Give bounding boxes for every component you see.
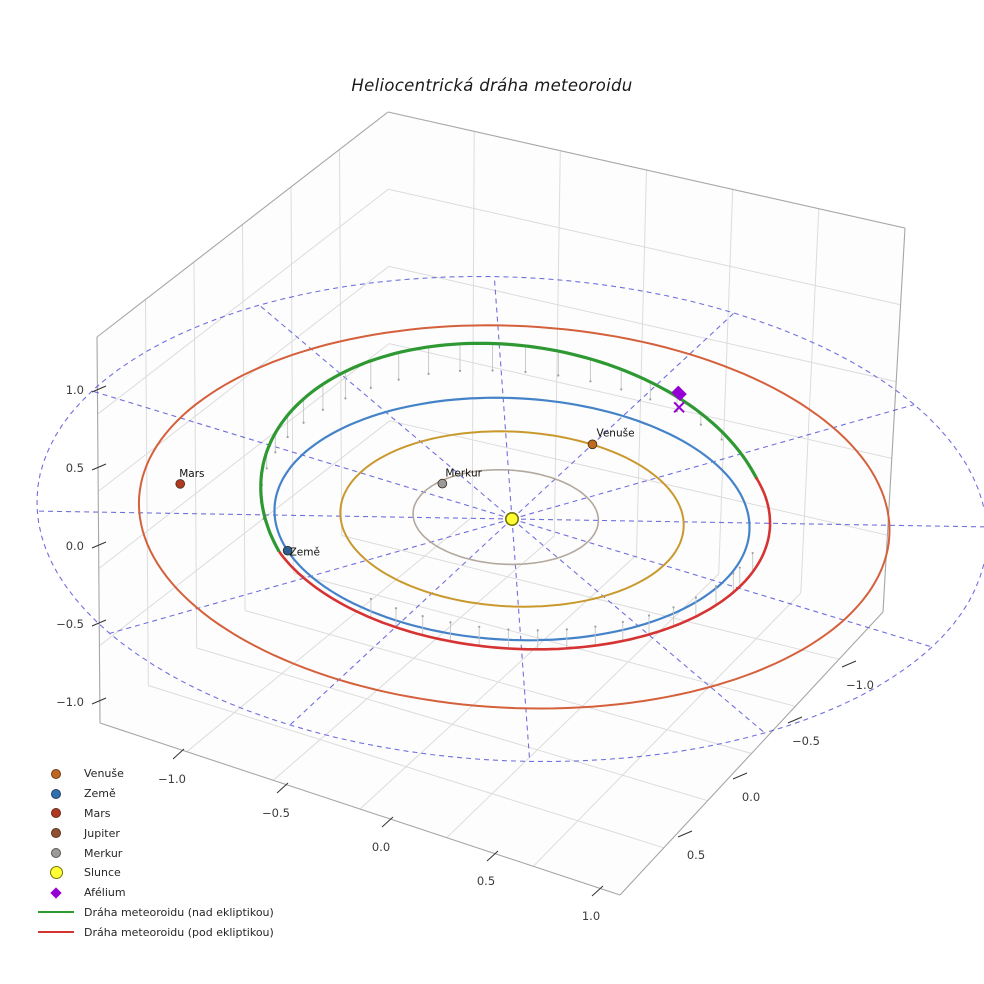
legend-label: Země — [84, 787, 116, 801]
planet-label-mars: Mars — [179, 468, 204, 480]
z-tick-label: 1.0 — [66, 383, 84, 397]
orbit-venuše — [339, 430, 685, 608]
x-tick-label: −0.5 — [262, 806, 290, 820]
legend: Venuše Země Mars Jupiter Merkur Slunce Afélium… — [36, 764, 274, 942]
meteoroid-path-below — [277, 549, 735, 651]
legend-diamond-icon — [50, 887, 62, 899]
z-tick-label: −0.5 — [56, 617, 84, 631]
legend-dot-icon — [51, 828, 61, 839]
orbit-země — [273, 396, 751, 642]
y-tick-label: −1.0 — [846, 678, 874, 692]
legend-sun-icon — [49, 866, 63, 880]
legend-label: Dráha meteoroidu (pod ekliptikou) — [84, 925, 274, 939]
legend-item: Afélium — [36, 883, 274, 903]
axis-ticks: 1.0 0.5 0.0 −0.5 −1.0 −1.0 −0.5 0.0 0.5 1.0 −1.0 −0… — [56, 383, 874, 923]
legend-dot-icon — [51, 848, 61, 859]
planet-dot-merkur — [437, 478, 448, 489]
legend-dot-icon — [51, 768, 61, 779]
legend-item: Dráha meteoroidu (pod ekliptikou) — [36, 922, 274, 942]
legend-line-icon — [38, 911, 74, 914]
planet-markers: Venuše Merkur Mars Země — [175, 427, 635, 559]
legend-label: Merkur — [84, 846, 123, 860]
legend-item: Slunce — [36, 863, 274, 883]
legend-line-icon — [38, 931, 74, 934]
legend-item: Dráha meteoroidu (nad ekliptikou) — [36, 903, 274, 923]
meteoroid-path-below — [731, 477, 772, 594]
x-tick-label: 0.0 — [372, 840, 390, 854]
planet-label-merkur: Merkur — [445, 468, 482, 480]
x-tick-label: 1.0 — [582, 909, 600, 923]
legend-label: Mars — [84, 806, 111, 820]
z-tick-label: 0.0 — [66, 539, 84, 553]
planet-orbits — [137, 324, 891, 710]
sun-marker — [504, 511, 519, 526]
z-tick-label: −1.0 — [56, 695, 84, 709]
orbit-merkur — [412, 468, 600, 566]
legend-item: Jupiter — [36, 823, 274, 843]
orbit-mars — [137, 324, 891, 710]
planet-dot-země — [282, 545, 293, 556]
x-tick-label: 0.5 — [477, 874, 495, 888]
planet-label-venuše: Venuše — [596, 427, 634, 439]
y-tick-label: −0.5 — [792, 734, 820, 748]
axes-panes — [96, 111, 906, 896]
legend-dot-icon — [51, 808, 61, 819]
legend-label: Jupiter — [84, 826, 120, 840]
y-tick-label: 0.0 — [742, 790, 760, 804]
x-tick-label: −1.0 — [158, 772, 186, 786]
planet-dot-venuše — [587, 439, 598, 450]
legend-label: Slunce — [84, 866, 121, 880]
legend-label: Afélium — [84, 886, 126, 900]
legend-item: Mars — [36, 804, 274, 824]
legend-label: Dráha meteoroidu (nad ekliptikou) — [84, 905, 274, 919]
y-tick-label: 0.5 — [687, 848, 705, 862]
legend-label: Venuše — [84, 767, 124, 781]
legend-dot-icon — [51, 788, 61, 799]
planet-label-země: Země — [290, 547, 320, 559]
legend-item: Venuše — [36, 764, 274, 784]
legend-item: Země — [36, 784, 274, 804]
chart-title: Heliocentrická dráha meteoroidu — [351, 76, 633, 95]
legend-item: Merkur — [36, 843, 274, 863]
aphelion-marker — [671, 385, 687, 414]
z-tick-label: 0.5 — [66, 461, 84, 475]
planet-dot-mars — [175, 479, 186, 489]
